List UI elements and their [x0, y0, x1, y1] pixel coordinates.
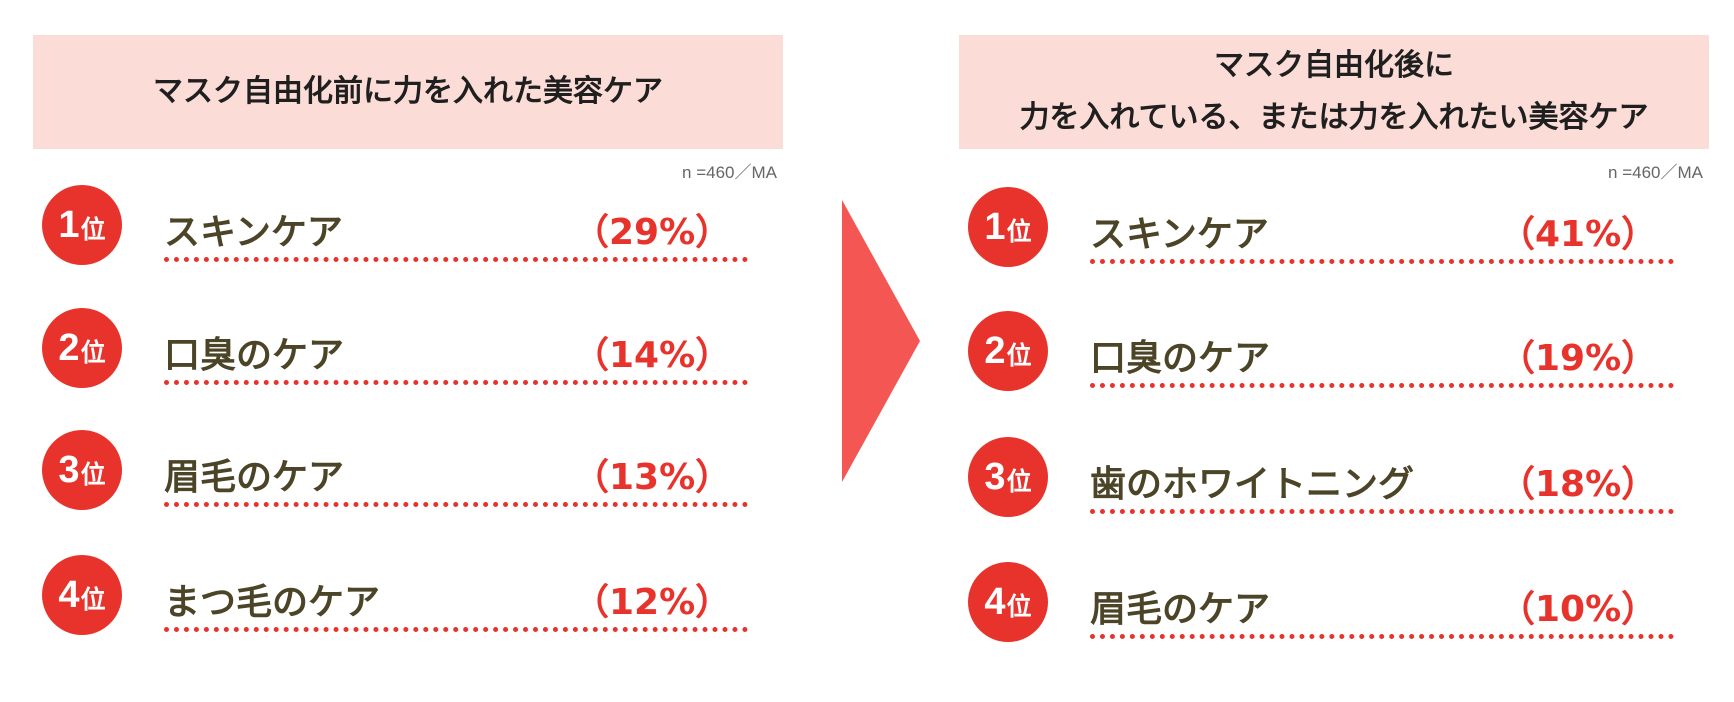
care-item-percentage: （13%） — [573, 457, 732, 498]
rank-unit: 位 — [80, 338, 106, 367]
before-panel: マスク自由化前に力を入れた美容ケア n =460／MA 1 位スキンケア （29%）… — [33, 0, 785, 702]
rank-number: 2 — [984, 329, 1006, 372]
care-item-label: まつ毛のケア — [164, 582, 381, 623]
before-sample-note: n =460／MA — [682, 163, 777, 182]
care-item-label: 口臭のケア — [1090, 338, 1271, 379]
before-rank-row: 1 位 スキンケア （29%） — [33, 185, 785, 267]
care-item-percentage: （10%） — [1499, 589, 1658, 630]
before-title-box: マスク自由化前に力を入れた美容ケア — [33, 35, 783, 149]
dotted-underline — [1090, 383, 1674, 388]
transition-arrow-icon — [842, 200, 920, 482]
after-title-box: マスク自由化後に 力を入れている、または力を入れたい美容ケア — [959, 35, 1709, 149]
after-title-line-1: マスク自由化後に — [1214, 47, 1454, 83]
rank-number: 4 — [984, 580, 1006, 623]
rank-unit: 位 — [80, 215, 106, 244]
rank-number: 3 — [984, 455, 1006, 498]
care-item-percentage: （29%） — [573, 212, 732, 253]
care-item-percentage: （12%） — [573, 582, 732, 623]
after-rank-row: 4 位 眉毛のケア （10%） — [959, 562, 1711, 644]
dotted-underline — [1090, 509, 1674, 514]
dotted-underline — [164, 257, 748, 262]
after-rank-row: 1 位 スキンケア （41%） — [959, 187, 1711, 269]
before-rank-row: 3 位 眉毛のケア （13%） — [33, 430, 785, 512]
after-sample-note: n =460／MA — [1608, 163, 1703, 182]
rank-number: 4 — [58, 573, 80, 616]
care-item-label: 眉毛のケア — [1090, 589, 1271, 630]
care-item-percentage: （41%） — [1499, 214, 1658, 255]
care-item-label: 歯のホワイトニング — [1090, 464, 1415, 505]
rank-unit: 位 — [1006, 217, 1032, 246]
dotted-underline — [164, 380, 748, 385]
before-title: マスク自由化前に力を入れた美容ケア — [153, 73, 663, 109]
rank-unit: 位 — [1006, 341, 1032, 370]
before-rank-row: 2 位 口臭のケア （14%） — [33, 308, 785, 390]
dotted-underline — [1090, 634, 1674, 639]
rank-number: 2 — [58, 326, 80, 369]
care-item-label: スキンケア — [1090, 214, 1269, 255]
after-title-line-2: 力を入れている、または力を入れたい美容ケア — [1019, 100, 1649, 135]
rank-unit: 位 — [80, 460, 106, 489]
rank-number: 3 — [58, 448, 80, 491]
care-item-label: 眉毛のケア — [164, 457, 345, 498]
care-item-percentage: （18%） — [1499, 464, 1658, 505]
after-rank-row: 3 位 歯のホワイトニング （18%） — [959, 437, 1711, 519]
dotted-underline — [1090, 259, 1674, 264]
care-item-percentage: （19%） — [1499, 338, 1658, 379]
care-item-percentage: （14%） — [573, 335, 732, 376]
rank-unit: 位 — [1006, 592, 1032, 621]
after-panel: マスク自由化後に 力を入れている、または力を入れたい美容ケア n =460／MA… — [959, 0, 1711, 702]
after-rank-row: 2 位 口臭のケア （19%） — [959, 311, 1711, 393]
care-item-label: スキンケア — [164, 212, 343, 253]
rank-number: 1 — [58, 203, 80, 246]
care-item-label: 口臭のケア — [164, 335, 345, 376]
dotted-underline — [164, 502, 748, 507]
rank-number: 1 — [984, 205, 1006, 248]
rank-unit: 位 — [80, 585, 106, 614]
before-rank-row: 4 位 まつ毛のケア （12%） — [33, 555, 785, 637]
dotted-underline — [164, 627, 748, 632]
rank-unit: 位 — [1006, 467, 1032, 496]
